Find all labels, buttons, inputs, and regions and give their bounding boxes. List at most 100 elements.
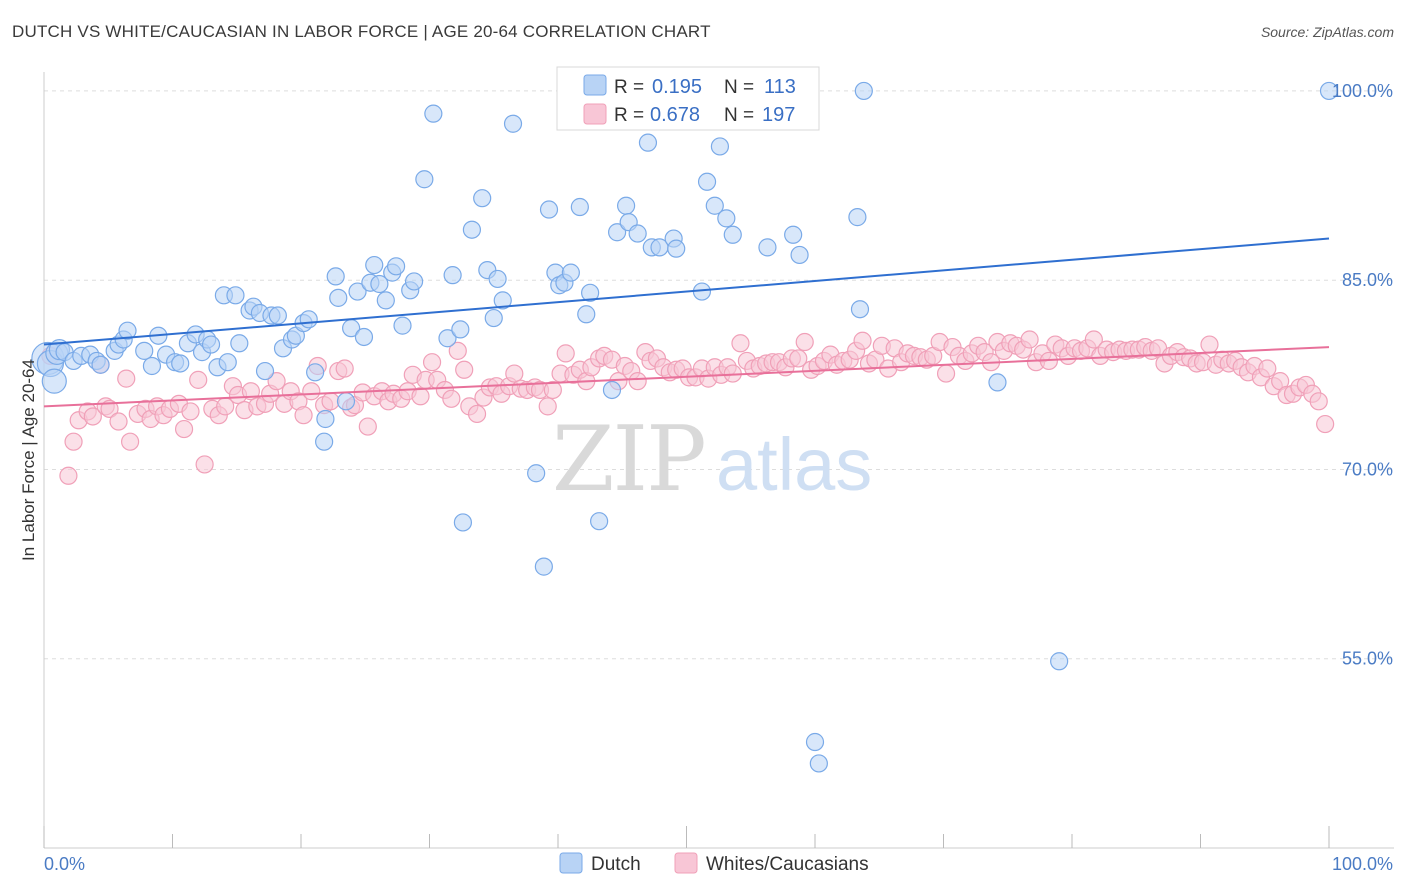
watermark-logo: ZIP atlas	[552, 407, 872, 512]
whites-point	[411, 387, 430, 406]
y-tick-label: 70.0%	[1342, 459, 1393, 479]
dutch-point	[608, 223, 627, 242]
dutch-point	[299, 310, 318, 329]
bottom-legend-swatch-whites	[674, 852, 698, 874]
bottom-legend-label-dutch: Dutch	[591, 854, 641, 875]
whites-point	[1316, 414, 1335, 434]
dutch-point	[848, 208, 867, 227]
dutch-point	[142, 356, 162, 376]
x-tick-label-min: 0.0%	[44, 854, 85, 874]
dutch-point	[316, 409, 335, 429]
dutch-point	[534, 557, 553, 576]
dutch-point	[590, 512, 609, 531]
whites-point	[117, 369, 136, 388]
legend-n-label-dutch: N =	[724, 77, 754, 98]
whites-point	[1084, 330, 1103, 349]
legend: R = 0.195 N = 113 R = 0.678 N = 197	[556, 66, 820, 131]
dutch-point	[527, 464, 546, 483]
whites-point	[853, 331, 872, 350]
dutch-point	[230, 334, 249, 353]
whites-point	[321, 392, 340, 411]
source-label: Source: ZipAtlas.com	[1260, 24, 1394, 40]
whites-point	[64, 432, 83, 451]
svg-text:atlas: atlas	[716, 423, 872, 506]
data-points	[31, 81, 1339, 773]
dutch-point	[758, 238, 777, 257]
whites-point	[731, 334, 750, 353]
whites-point	[543, 380, 562, 400]
legend-n-value-dutch: 113	[764, 76, 796, 98]
whites-point	[294, 406, 313, 425]
dutch-point	[255, 361, 275, 381]
legend-r-label-dutch: R =	[614, 77, 644, 98]
legend-n-label-whites: N =	[724, 105, 754, 126]
dutch-point	[415, 170, 434, 189]
whites-point	[505, 364, 524, 383]
whites-point	[174, 419, 194, 439]
dutch-point	[473, 189, 492, 208]
dutch-point	[723, 225, 742, 244]
dutch-point	[617, 196, 636, 215]
whites-point	[358, 417, 377, 436]
dutch-trend-line	[43, 237, 1330, 346]
dutch-point	[577, 305, 596, 324]
whites-point	[455, 360, 474, 379]
dutch-point	[570, 197, 589, 217]
whites-point	[1200, 335, 1219, 354]
whites-point	[100, 399, 119, 418]
dutch-point	[91, 355, 110, 374]
dutch-point	[424, 104, 443, 123]
bottom-legend-label-whites: Whites/Caucasians	[706, 854, 869, 875]
dutch-point	[451, 320, 470, 339]
dutch-point	[705, 196, 724, 215]
dutch-point	[443, 266, 462, 285]
whites-point	[83, 407, 102, 426]
whites-point	[189, 370, 208, 389]
dutch-point	[710, 137, 730, 156]
dutch-point	[226, 286, 245, 305]
dutch-point	[306, 363, 325, 382]
bottom-legend-swatch-dutch	[559, 852, 583, 874]
axes	[43, 72, 1394, 849]
dutch-point	[667, 239, 686, 258]
whites-point	[241, 382, 260, 401]
dutch-point	[135, 341, 154, 360]
dutch-point	[404, 272, 424, 291]
legend-r-value-dutch: 0.195	[652, 76, 702, 98]
dutch-point	[336, 392, 356, 411]
dutch-point	[988, 373, 1007, 392]
bottom-legend: Dutch Whites/Caucasians	[559, 852, 869, 875]
chart-title: DUTCH VS WHITE/CAUCASIAN IN LABOR FORCE …	[12, 22, 711, 41]
whites-point	[195, 455, 214, 474]
dutch-point	[790, 245, 809, 265]
legend-swatch-dutch	[583, 74, 607, 96]
dutch-point	[581, 283, 600, 302]
dutch-point	[850, 300, 870, 319]
dutch-point	[354, 327, 374, 347]
y-tick-label: 100.0%	[1332, 81, 1393, 101]
whites-point	[442, 389, 461, 408]
whites-point	[467, 404, 487, 424]
dutch-point	[386, 257, 406, 276]
whites-point	[302, 382, 321, 401]
whites-point	[335, 359, 354, 378]
whites-point	[556, 344, 575, 363]
dutch-point	[376, 291, 395, 310]
legend-r-label-whites: R =	[614, 105, 644, 126]
whites-point	[181, 402, 200, 421]
dutch-point	[315, 432, 334, 451]
y-tick-labels: 55.0% 70.0% 85.0% 100.0%	[1332, 81, 1393, 669]
dutch-point	[171, 354, 190, 373]
whites-point	[789, 349, 808, 368]
dutch-point	[218, 353, 237, 372]
whites-trend-line	[43, 346, 1330, 408]
dutch-point	[493, 291, 512, 310]
dutch-point	[488, 269, 507, 289]
dutch-point	[717, 209, 736, 228]
dutch-point	[453, 513, 473, 532]
dutch-point	[462, 220, 482, 239]
whites-point	[120, 432, 140, 451]
dutch-point	[329, 288, 348, 307]
dutch-point	[561, 263, 580, 282]
whites-point	[267, 372, 286, 391]
